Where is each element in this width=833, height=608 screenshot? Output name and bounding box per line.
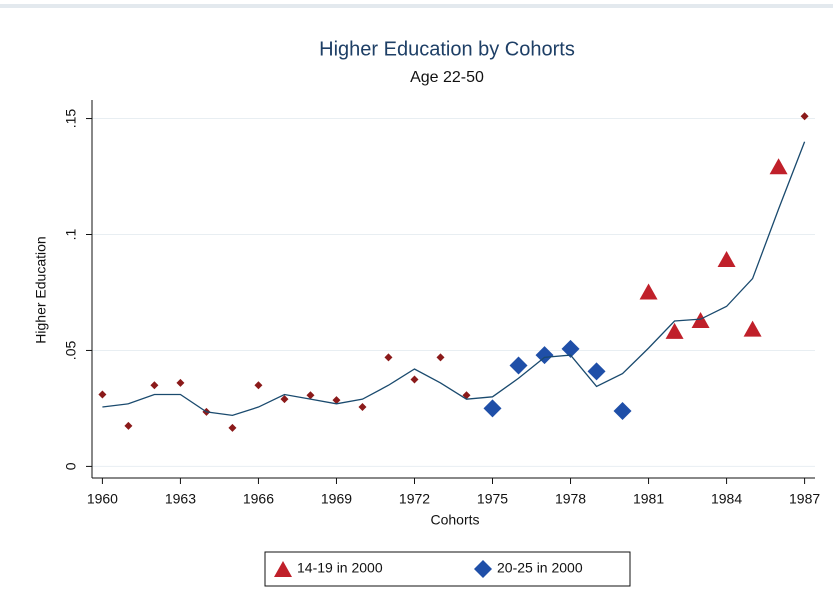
- y-tick-label: 0: [63, 462, 79, 470]
- y-tick-label: .1: [63, 228, 79, 240]
- legend-label: 14-19 in 2000: [297, 560, 383, 576]
- triangle-marker: [639, 283, 658, 300]
- diamond-marker: [124, 421, 133, 430]
- x-tick-label: 1972: [399, 491, 430, 507]
- legend-label: 20-25 in 2000: [497, 560, 583, 576]
- diamond-marker: [306, 391, 315, 400]
- diamond-marker: [535, 346, 554, 365]
- chart-title: Higher Education by Cohorts: [319, 38, 575, 60]
- y-axis-title: Higher Education: [33, 236, 49, 343]
- diamond-marker: [280, 395, 289, 404]
- x-tick-label: 1975: [477, 491, 508, 507]
- x-tick-label: 1969: [321, 491, 352, 507]
- legend-box: [264, 551, 631, 587]
- diamond-marker: [358, 403, 367, 412]
- diamond-marker: [150, 381, 159, 390]
- x-tick-label: 1960: [87, 491, 118, 507]
- x-tick-label: 1966: [243, 491, 274, 507]
- y-tick-label: .05: [63, 341, 79, 361]
- diamond-marker: [436, 353, 445, 362]
- diamond-marker: [254, 381, 263, 390]
- x-tick-label: 1984: [711, 491, 742, 507]
- diamond-marker: [98, 390, 107, 399]
- chart-subtitle: Age 22-50: [410, 69, 484, 86]
- diamond-marker: [587, 362, 606, 381]
- triangle-marker: [717, 251, 736, 268]
- diamond-marker: [176, 378, 185, 387]
- diamond-marker: [800, 112, 809, 121]
- legend-marker: [474, 560, 492, 578]
- triangle-marker: [665, 322, 684, 339]
- diamond-marker: [483, 399, 502, 418]
- diamond-marker: [332, 396, 341, 405]
- diamond-marker: [509, 356, 528, 375]
- x-tick-label: 1987: [789, 491, 820, 507]
- triangle-marker: [769, 158, 788, 175]
- smooth-line: [102, 141, 806, 417]
- y-tick-label: .15: [63, 109, 79, 129]
- x-tick-label: 1978: [555, 491, 586, 507]
- diamond-marker: [613, 401, 632, 420]
- triangle-marker: [743, 320, 762, 337]
- x-axis-title: Cohorts: [430, 512, 479, 528]
- diamond-marker: [410, 375, 419, 384]
- triangle-marker: [691, 312, 710, 329]
- x-tick-label: 1981: [633, 491, 664, 507]
- legend-marker: [274, 561, 292, 577]
- diamond-marker: [228, 423, 237, 432]
- diamond-marker: [561, 339, 580, 358]
- diamond-marker: [384, 353, 393, 362]
- x-tick-label: 1963: [165, 491, 196, 507]
